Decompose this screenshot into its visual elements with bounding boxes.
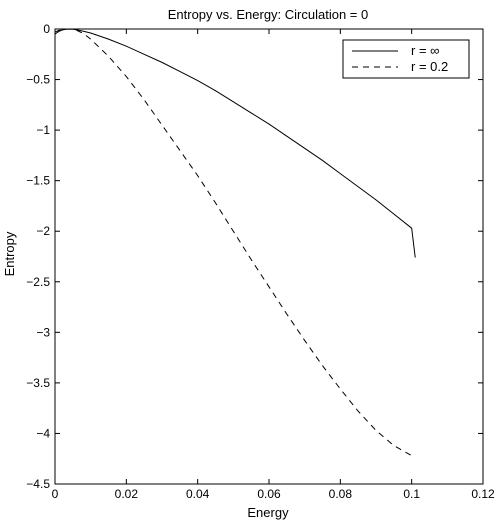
legend-label-r-infinity: r = ∞ [411,43,439,58]
y-tick-label: −1 [36,123,50,137]
y-tick-label: −2.5 [26,275,50,289]
x-axis-ticks: 0 0.02 0.04 0.06 0.08 0.1 0.12 [52,29,495,501]
chart-title: Entropy vs. Energy: Circulation = 0 [168,7,369,22]
legend: r = ∞ r = 0.2 [342,39,470,79]
x-tick-label: 0.1 [403,487,420,501]
series-line-r-0-2 [54,28,416,458]
x-tick-label: 0.02 [115,487,139,501]
y-tick-label: −4 [36,426,50,440]
legend-box [342,39,470,79]
y-tick-label: −1.5 [26,174,50,188]
x-tick-label: 0.12 [471,487,495,501]
y-tick-label: 0 [43,22,50,36]
y-axis-label: Entropy [2,231,17,276]
series-layer [54,28,416,458]
x-tick-label: 0.04 [186,487,210,501]
y-tick-label: −2 [36,224,50,238]
y-tick-label: −3.5 [26,376,50,390]
x-tick-label: 0.08 [329,487,353,501]
plot-area: 0 0.02 0.04 0.06 0.08 0.1 0.12 0 −0.5 −1 −1.5 −2 −2… [26,22,495,501]
y-axis-ticks: 0 −0.5 −1 −1.5 −2 −2.5 −3 −3.5 −4 −4.5 [26,22,483,491]
x-tick-label: 0.06 [257,487,281,501]
legend-label-r-0-2: r = 0.2 [411,59,448,74]
x-tick-label: 0 [52,487,59,501]
y-tick-label: −0.5 [26,73,50,87]
x-axis-label: Energy [247,505,289,520]
y-tick-label: −4.5 [26,477,50,491]
axes-box [54,28,484,485]
y-tick-label: −3 [36,325,50,339]
